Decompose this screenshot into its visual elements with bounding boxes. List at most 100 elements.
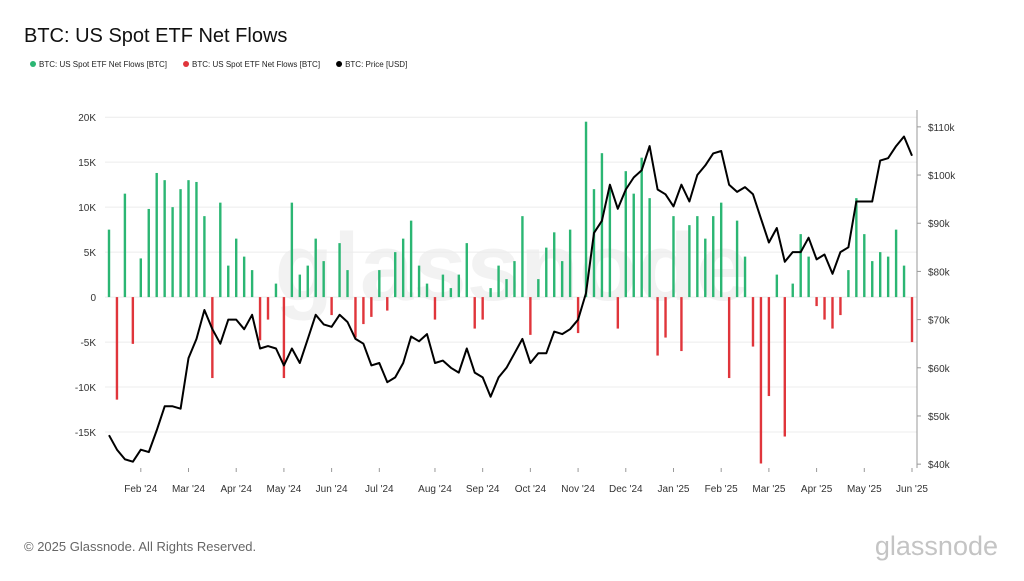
flow-bar <box>783 297 786 437</box>
legend-label: BTC: Price [USD] <box>345 60 407 69</box>
flow-bar <box>394 252 397 298</box>
legend-label: BTC: US Spot ETF Net Flows [BTC] <box>192 60 320 69</box>
flow-bar <box>330 297 333 316</box>
flow-bar <box>211 297 214 379</box>
flow-bar <box>409 220 413 298</box>
flow-bar <box>473 297 476 329</box>
flow-bar <box>608 189 612 298</box>
flow-bar <box>847 270 850 298</box>
flow-bar <box>481 297 484 320</box>
flow-bar <box>616 297 620 329</box>
flow-bar <box>553 232 556 298</box>
flow-bar <box>298 274 302 298</box>
flow-bar <box>743 256 747 298</box>
flow-bar <box>489 288 492 298</box>
flow-bar <box>457 274 461 298</box>
flow-bar <box>727 297 731 379</box>
x-tick-label: Jul '24 <box>365 484 394 495</box>
flow-bar <box>672 216 675 298</box>
flow-bar <box>258 297 262 341</box>
flow-bar <box>735 220 739 298</box>
flow-bar <box>545 247 548 298</box>
x-tick-label: Apr '25 <box>801 484 833 495</box>
legend-marker <box>183 61 190 67</box>
flow-bar <box>433 297 437 320</box>
flow-bar <box>815 297 818 307</box>
flow-bar <box>235 238 238 298</box>
y-tick-label: -5K <box>80 338 96 349</box>
y-tick-label: 15K <box>78 158 96 169</box>
flow-bar <box>139 258 143 298</box>
flow-bar <box>147 208 150 298</box>
y-tick-label: -10K <box>75 383 96 394</box>
flow-bar <box>712 216 715 298</box>
flow-bar <box>632 193 635 298</box>
legend-label: BTC: US Spot ETF Net Flows [BTC] <box>39 60 167 69</box>
flow-bar <box>274 283 278 298</box>
flow-bar <box>242 256 246 298</box>
flow-bar <box>529 297 532 335</box>
watermark: glassnode <box>275 214 750 321</box>
x-tick-label: Jun '24 <box>316 484 348 495</box>
flow-bar <box>759 297 763 464</box>
flow-bar <box>417 265 421 298</box>
flow-bar <box>902 265 906 298</box>
flow-bar <box>576 297 580 334</box>
legend-marker <box>336 61 343 67</box>
legend-marker <box>30 61 36 67</box>
flow-bar <box>680 297 683 352</box>
x-tick-label: Mar '24 <box>172 484 205 495</box>
flow-bar <box>250 270 254 298</box>
logo: glassnode <box>875 531 998 561</box>
flow-bar <box>195 181 198 298</box>
y-tick-label: -15K <box>75 428 96 439</box>
y-tick-label: 10K <box>78 203 96 214</box>
flow-bar <box>592 189 596 298</box>
flow-bar <box>894 229 898 298</box>
flow-bar <box>839 297 842 316</box>
flow-bar <box>179 189 182 298</box>
flow-bar <box>123 193 127 298</box>
flow-bar <box>791 283 794 298</box>
x-tick-label: Jan '25 <box>658 484 690 495</box>
flow-bar <box>306 265 309 298</box>
flow-bar <box>107 229 111 298</box>
y2-tick-label: $40k <box>928 460 951 471</box>
y2-tick-label: $100k <box>928 171 956 182</box>
y2-tick-label: $90k <box>928 219 951 230</box>
flow-bar <box>656 297 659 356</box>
y2-tick-label: $60k <box>928 364 951 375</box>
flow-bar <box>831 297 834 329</box>
flow-bar <box>282 297 286 379</box>
chart-title: BTC: US Spot ETF Net Flows <box>24 25 287 47</box>
flow-bar <box>322 261 325 298</box>
y-tick-label: 0 <box>90 293 96 304</box>
flow-bar <box>807 256 810 298</box>
x-tick-label: May '25 <box>847 484 882 495</box>
flow-bar <box>751 297 755 347</box>
x-tick-label: May '24 <box>267 484 302 495</box>
flow-bar <box>163 180 166 298</box>
flow-bar <box>878 252 882 298</box>
flow-bar <box>219 202 222 298</box>
y2-tick-label: $80k <box>928 267 951 278</box>
x-tick-label: Sep '24 <box>466 484 500 495</box>
flow-bar <box>505 279 508 298</box>
flow-bar <box>266 297 270 320</box>
flow-bar <box>600 153 604 298</box>
flow-bar <box>187 180 190 298</box>
flow-bar <box>386 297 389 311</box>
flow-bar <box>568 229 572 298</box>
flow-bar <box>314 238 317 298</box>
flow-bar <box>584 121 588 298</box>
flow-bar <box>290 202 294 298</box>
price-line <box>108 135 913 463</box>
flow-bar <box>823 297 826 320</box>
flow-bar <box>799 234 802 298</box>
legend: BTC: US Spot ETF Net Flows [BTC] BTC: US … <box>30 60 407 69</box>
flow-bar <box>775 274 779 298</box>
flow-bar <box>855 198 858 298</box>
flow-bar <box>719 202 723 298</box>
